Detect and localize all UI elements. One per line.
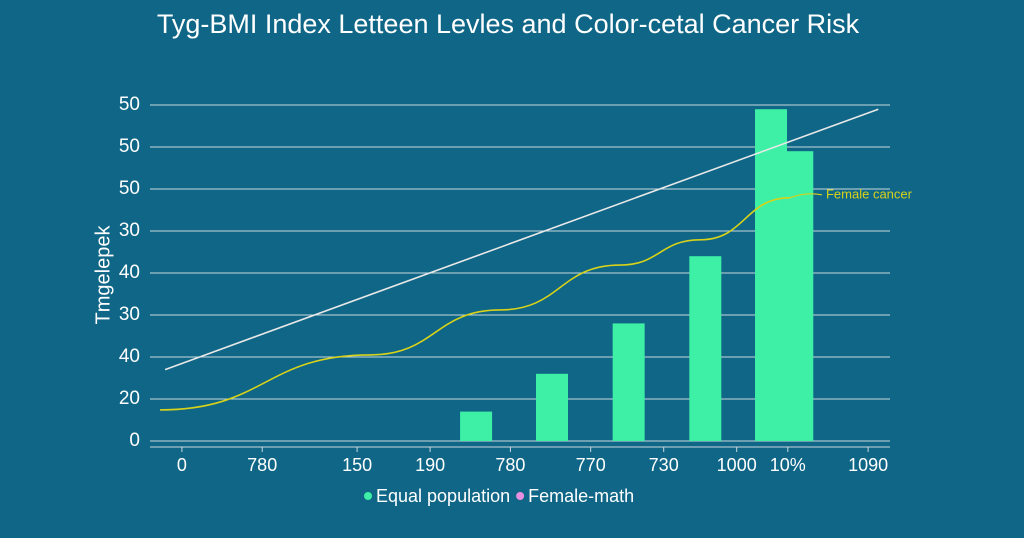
x-tick-label: 780 — [495, 455, 525, 475]
bar — [460, 411, 493, 441]
y-tick-label: 30 — [119, 220, 140, 241]
x-tick-label: 10% — [770, 455, 806, 475]
x-tick-label: 1090 — [848, 455, 888, 475]
x-tick-label: 770 — [576, 455, 606, 475]
y-tick-label: 20 — [119, 388, 140, 409]
y-tick-label: 30 — [119, 304, 140, 325]
legend-label: Equal population — [376, 486, 510, 506]
x-tick-label: 190 — [415, 455, 445, 475]
annotation-arrow — [789, 193, 823, 199]
legend-marker — [516, 492, 525, 500]
x-tick-label: 150 — [342, 455, 372, 475]
bar — [536, 373, 569, 441]
y-axis-label: Tmgelepek — [92, 225, 114, 325]
y-tick-label: 50 — [119, 94, 140, 115]
bar — [781, 151, 814, 441]
legend-label: Female-math — [528, 486, 634, 506]
x-tick-label: 780 — [247, 455, 277, 475]
y-tick-label: 0 — [129, 430, 140, 451]
y-tick-label: 40 — [119, 346, 140, 367]
y-tick-label: 40 — [119, 262, 140, 283]
bar — [689, 256, 722, 441]
line — [164, 108, 879, 371]
x-tick-label: 1000 — [717, 455, 757, 475]
y-tick-label: 50 — [119, 178, 140, 199]
line — [159, 197, 790, 411]
annotation: Female cancer — [826, 186, 913, 201]
legend-marker — [364, 492, 372, 500]
chart-title: Tyg-BMI Index Letteen Levles and Color-c… — [157, 9, 860, 39]
x-tick-label: 730 — [649, 455, 679, 475]
y-tick-label: 50 — [119, 136, 140, 157]
x-tick-label: 0 — [177, 455, 187, 475]
bar — [612, 323, 645, 441]
